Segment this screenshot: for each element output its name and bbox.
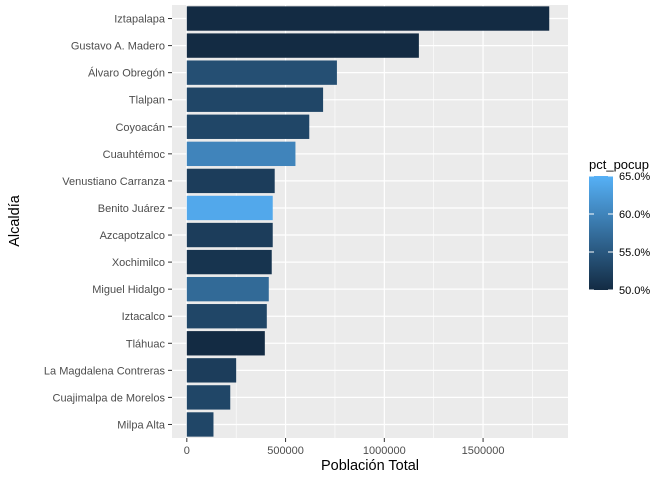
bar bbox=[186, 168, 275, 194]
x-tick-label: 500000 bbox=[267, 445, 304, 457]
x-axis-title: Población Total bbox=[321, 458, 419, 474]
x-tick-label: 1000000 bbox=[363, 445, 406, 457]
y-tick-label: Benito Juárez bbox=[98, 203, 165, 215]
y-tick-label: La Magdalena Contreras bbox=[44, 365, 166, 377]
bar bbox=[186, 331, 265, 356]
bar bbox=[186, 249, 272, 275]
legend-tick-label: 55.0% bbox=[619, 247, 650, 259]
bar bbox=[186, 358, 237, 383]
bar bbox=[186, 385, 231, 410]
legend-title: pct_pocup bbox=[589, 157, 649, 172]
x-tick-label: 1500000 bbox=[462, 445, 505, 457]
y-tick-label: Iztacalco bbox=[122, 311, 165, 323]
y-tick-label: Tlalpan bbox=[129, 95, 165, 107]
y-tick-label: Álvaro Obregón bbox=[88, 67, 165, 80]
bars bbox=[186, 6, 550, 437]
bar bbox=[186, 33, 419, 58]
bar bbox=[186, 141, 296, 167]
legend-tick-label: 60.0% bbox=[619, 209, 650, 221]
y-tick-label: Coyoacán bbox=[115, 122, 165, 134]
y-tick-label: Cuauhtémoc bbox=[103, 149, 166, 161]
legend-ticks: 65.0% 60.0% 55.0% 50.0% bbox=[589, 171, 650, 297]
y-tick-label: Cuajimalpa de Morelos bbox=[53, 392, 166, 404]
bar bbox=[186, 412, 214, 437]
y-tick-label: Xochimilco bbox=[112, 257, 165, 269]
bar bbox=[186, 195, 273, 221]
x-tick-labels: 0 500000 1000000 1500000 bbox=[184, 438, 505, 457]
y-tick-label: Tláhuac bbox=[126, 338, 166, 350]
y-tick-label: Azcapotzalco bbox=[100, 230, 165, 242]
bar bbox=[186, 114, 310, 139]
bar bbox=[186, 87, 324, 112]
y-tick-labels: Iztapalapa Gustavo A. Madero Álvaro Obregó… bbox=[44, 14, 172, 431]
y-tick-label: Gustavo A. Madero bbox=[71, 41, 165, 53]
legend-colorbar bbox=[589, 176, 613, 290]
bar bbox=[186, 60, 337, 85]
y-tick-label: Miguel Hidalgo bbox=[92, 284, 165, 296]
y-tick-label: Milpa Alta bbox=[117, 419, 166, 431]
bar bbox=[186, 222, 273, 248]
legend-tick-label: 65.0% bbox=[619, 171, 650, 183]
y-tick-label: Venustiano Carranza bbox=[62, 176, 166, 188]
y-axis-title: Alcaldía bbox=[7, 194, 23, 247]
legend-tick-label: 50.0% bbox=[619, 285, 650, 297]
y-tick-label: Iztapalapa bbox=[114, 14, 166, 26]
bar bbox=[186, 6, 550, 31]
bar bbox=[186, 276, 269, 302]
legend: pct_pocup 65.0% 60.0% 55.0% 50.0% bbox=[589, 157, 650, 297]
x-tick-label: 0 bbox=[184, 445, 190, 457]
bar bbox=[186, 304, 267, 329]
